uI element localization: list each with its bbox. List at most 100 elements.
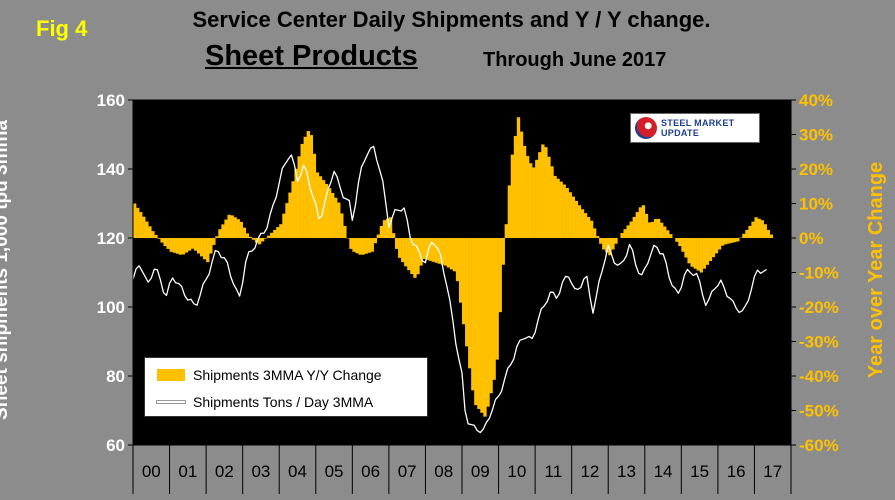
yy-change-bar <box>227 214 231 238</box>
yy-change-bar <box>550 166 554 238</box>
yy-change-bar <box>596 236 600 238</box>
yy-change-bar <box>516 117 521 238</box>
yy-change-bar <box>178 238 183 255</box>
yy-change-bar <box>169 238 173 252</box>
yy-change-bar <box>486 238 490 407</box>
yy-change-bar <box>151 231 155 238</box>
yy-change-bar <box>407 238 411 271</box>
yy-change-bar <box>361 238 365 255</box>
x-year-label: 15 <box>690 462 709 481</box>
yy-change-bar <box>413 238 417 278</box>
legend-swatch-line <box>156 400 186 404</box>
yy-change-bar <box>431 238 435 262</box>
yy-change-bar <box>388 217 393 238</box>
yy-change-bar <box>242 227 247 238</box>
yy-change-bar <box>538 152 542 238</box>
yy-change-bar <box>315 172 320 238</box>
x-year-label: 12 <box>580 462 599 481</box>
yy-change-bar <box>273 229 277 238</box>
y-right-tick-label: 20% <box>799 160 833 179</box>
legend-label-line: Shipments Tons / Day 3MMA <box>193 394 374 410</box>
yy-change-bar <box>699 238 703 273</box>
yy-change-bar <box>574 200 579 238</box>
yy-change-bar <box>696 238 700 271</box>
yy-change-bar <box>401 238 405 263</box>
yy-change-bar <box>215 236 219 238</box>
y-right-tick-label: -60% <box>799 436 839 455</box>
yy-change-bar <box>632 216 636 238</box>
yy-change-bar <box>629 221 633 238</box>
yy-change-bar <box>297 156 301 238</box>
yy-change-bar <box>303 136 307 238</box>
yy-change-bar <box>355 238 359 254</box>
yy-change-bar <box>717 238 722 250</box>
legend-label-bars: Shipments 3MMA Y/Y Change <box>193 367 382 383</box>
yy-change-bar <box>736 238 740 242</box>
legend-item-line: Shipments Tons / Day 3MMA <box>156 394 374 410</box>
legend-item-bars: Shipments 3MMA Y/Y Change <box>157 367 382 383</box>
yy-change-bar <box>276 227 280 238</box>
x-year-label: 01 <box>178 462 197 481</box>
yy-change-bar <box>693 238 697 269</box>
y-right-tick-label: -20% <box>799 298 839 317</box>
yy-change-bar <box>684 238 688 258</box>
yy-change-bar <box>434 238 438 263</box>
yy-change-bar <box>553 175 557 238</box>
yy-change-bar <box>267 235 271 238</box>
yy-change-bar <box>653 219 658 238</box>
yy-change-bar <box>477 238 481 409</box>
yy-change-bar <box>462 238 466 325</box>
yy-change-bar <box>556 178 560 238</box>
yy-change-bar <box>367 238 371 253</box>
yy-change-bar <box>522 146 527 238</box>
y-left-tick-label: 80 <box>106 367 125 386</box>
yy-change-bar <box>599 238 603 244</box>
yy-change-bar <box>702 238 707 269</box>
shipments-line <box>132 145 767 434</box>
yy-change-bar <box>172 238 176 253</box>
yy-change-bar <box>449 238 454 270</box>
yy-change-bar <box>251 238 256 240</box>
yy-change-bar <box>379 225 384 238</box>
yy-change-bar <box>714 238 719 254</box>
yy-change-bar <box>452 238 457 272</box>
yy-change-bar <box>236 219 240 238</box>
yy-change-bar <box>660 222 664 238</box>
yy-change-bar <box>763 224 767 238</box>
steel-market-update-logo: STEEL MARKET UPDATE <box>630 113 760 143</box>
x-year-label: 07 <box>398 462 417 481</box>
yy-change-bar <box>766 229 770 238</box>
yy-change-bar <box>468 238 472 369</box>
yy-change-bar <box>440 238 445 265</box>
y-right-tick-label: 0% <box>799 229 824 248</box>
yy-change-bar <box>364 238 368 254</box>
x-year-label: 00 <box>142 462 161 481</box>
yy-change-bar <box>340 213 344 238</box>
yy-change-bar <box>730 238 734 243</box>
yy-change-bar <box>455 238 460 282</box>
yy-change-bar <box>675 238 679 242</box>
yy-change-bar <box>669 234 673 238</box>
yy-change-bar <box>614 238 618 244</box>
yy-change-bar <box>410 238 414 275</box>
yy-change-bar <box>291 181 295 238</box>
x-year-label: 10 <box>507 462 526 481</box>
yy-change-bar <box>525 156 530 238</box>
yy-change-bar <box>285 203 289 238</box>
yy-change-bar <box>577 205 582 238</box>
yy-change-bar <box>142 216 146 238</box>
x-year-label: 14 <box>654 462 673 481</box>
plot-border <box>132 99 792 446</box>
yy-change-bar <box>160 238 164 243</box>
yy-change-bar <box>458 238 463 303</box>
yy-change-bar <box>221 224 225 238</box>
yy-change-bar <box>254 238 259 243</box>
legend-swatch-bars <box>157 369 185 381</box>
yy-change-bar <box>723 238 728 245</box>
yy-change-bar <box>708 238 713 261</box>
yy-change-bar <box>133 203 137 238</box>
yy-change-bar <box>544 147 548 238</box>
x-year-label: 08 <box>434 462 453 481</box>
yy-change-bar <box>175 238 179 254</box>
y-right-tick-label: -50% <box>799 402 839 421</box>
